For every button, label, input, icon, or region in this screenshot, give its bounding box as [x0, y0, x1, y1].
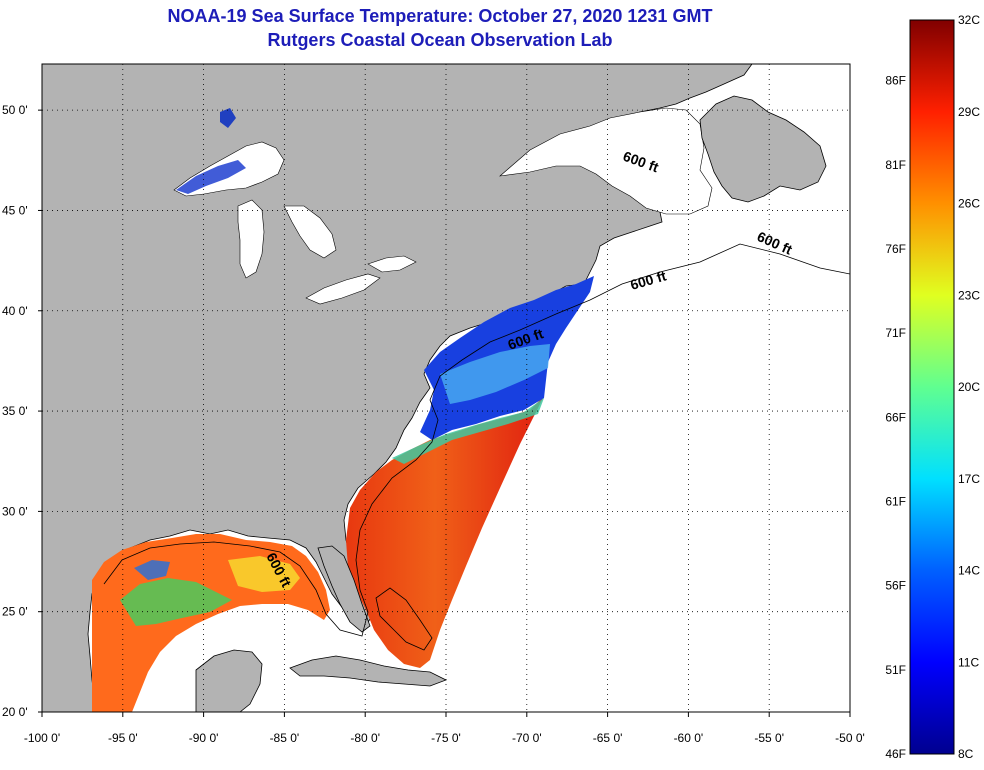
- latitude-tick-label: 45 0': [2, 203, 28, 217]
- longitude-tick-label: -95 0': [108, 731, 138, 745]
- land-newfoundland: [699, 95, 827, 203]
- map-subtitle: Rutgers Coastal Ocean Observation Lab: [267, 30, 613, 50]
- colorbar-fahrenheit-label: 76F: [885, 242, 906, 256]
- latitude-tick-label: 20 0': [2, 705, 28, 719]
- latitude-tick-label: 40 0': [2, 304, 28, 318]
- sst-gulf-blue-patch: [134, 560, 170, 580]
- colorbar-celsius-label: 23C: [958, 288, 980, 302]
- colorbar-fahrenheit-label: 81F: [885, 158, 906, 172]
- sst-atlantic-swath: [346, 396, 544, 668]
- colorbar-fahrenheit-label: 71F: [885, 326, 906, 340]
- colorbar-celsius-label: 29C: [958, 105, 980, 119]
- map-title: NOAA-19 Sea Surface Temperature: October…: [167, 6, 713, 26]
- colorbar-fahrenheit-label: 46F: [885, 747, 906, 761]
- longitude-axis: -100 0' -95 0' -90 0' -85 0' -80 0' -75 0' -70…: [24, 712, 865, 745]
- colorbar-celsius-label: 26C: [958, 197, 980, 211]
- land-florida: [317, 545, 371, 633]
- colorbar-celsius-label: 11C: [958, 655, 979, 669]
- colorbar-gradient: [909, 19, 955, 755]
- colorbar-fahrenheit-label: 66F: [885, 410, 906, 424]
- sst-atlantic-north-light: [440, 344, 550, 404]
- latitude-tick-label: 35 0': [2, 404, 28, 418]
- sst-gulf-yellow: [228, 556, 300, 592]
- longitude-tick-label: -100 0': [24, 731, 60, 745]
- longitude-tick-label: -55 0': [754, 731, 784, 745]
- colorbar-celsius-label: 20C: [958, 380, 980, 394]
- temperature-colorbar: 32C 29C 26C 23C 20C 17C 14C 11C 8C 86F 81F 76F 71F 6…: [885, 13, 980, 761]
- longitude-tick-label: -60 0': [674, 731, 704, 745]
- longitude-tick-label: -80 0': [350, 731, 380, 745]
- land-yucatan: [195, 649, 263, 712]
- colorbar-fahrenheit-label: 61F: [885, 494, 906, 508]
- sst-atlantic-mid: [392, 398, 544, 464]
- lake-huron: [283, 205, 337, 259]
- latitude-axis: 20 0' 25 0' 30 0' 35 0' 40 0' 45 0' 50 0': [2, 103, 42, 719]
- lake-ontario: [367, 255, 417, 273]
- isobath-600ft: [103, 243, 850, 637]
- longitude-tick-label: -65 0': [593, 731, 623, 745]
- latitude-tick-label: 25 0': [2, 605, 28, 619]
- latitude-tick-label: 50 0': [2, 103, 28, 117]
- gulf-of-st-lawrence: [499, 107, 713, 215]
- colorbar-fahrenheit-label: 86F: [885, 74, 906, 88]
- longitude-tick-label: -85 0': [270, 731, 300, 745]
- colorbar-fahrenheit-labels: 86F 81F 76F 71F 66F 61F 56F 51F 46F: [885, 74, 906, 761]
- lake-nipigon: [220, 108, 236, 128]
- colorbar-celsius-label: 32C: [958, 13, 980, 27]
- colorbar-fahrenheit-label: 56F: [885, 579, 906, 593]
- lake-superior-sst: [176, 160, 246, 194]
- colorbar-celsius-label: 14C: [958, 564, 980, 578]
- colorbar-fahrenheit-label: 51F: [885, 663, 906, 677]
- colorbar-celsius-label: 8C: [958, 747, 974, 761]
- longitude-tick-label: -70 0': [512, 731, 542, 745]
- colorbar-celsius-labels: 32C 29C 26C 23C 20C 17C 14C 11C 8C: [958, 13, 980, 761]
- lake-erie: [305, 273, 381, 305]
- land-bahamas: [375, 587, 433, 651]
- lake-michigan: [237, 199, 265, 279]
- colorbar-celsius-label: 17C: [958, 472, 980, 486]
- latitude-tick-label: 30 0': [2, 504, 28, 518]
- gridlines: [42, 64, 850, 712]
- longitude-tick-label: -50 0': [835, 731, 865, 745]
- longitude-tick-label: -90 0': [189, 731, 219, 745]
- longitude-tick-label: -75 0': [431, 731, 461, 745]
